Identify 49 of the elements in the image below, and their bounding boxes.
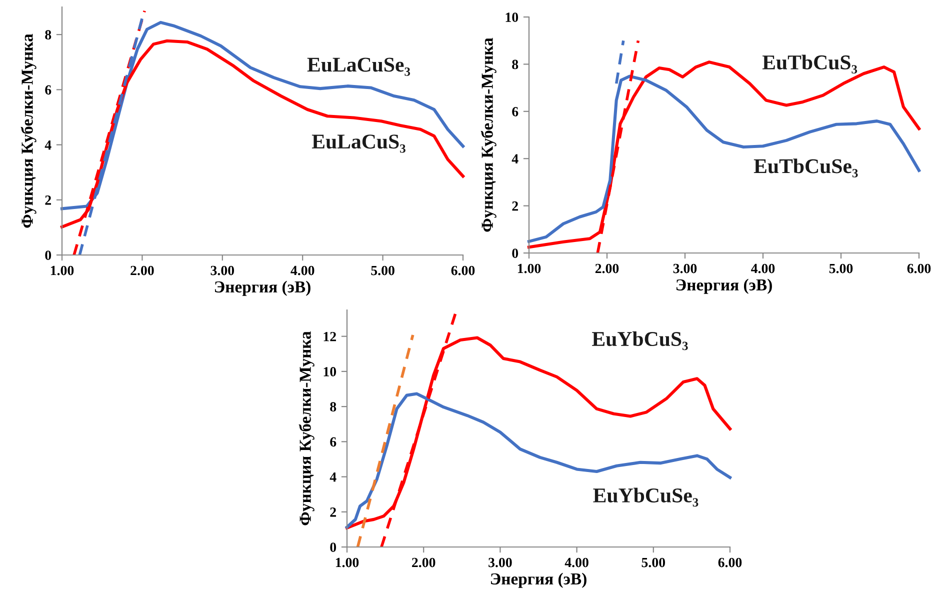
series-label: EuLaCuS₃ [312,134,406,153]
x-tick-label: 1.00 [336,558,359,568]
y-tick-label: 6 [330,437,336,447]
y-tick-label: 6 [512,107,518,116]
y-tick-label: 6 [45,85,52,95]
y-tick-label: 10 [324,367,336,376]
y-tick-label: 2 [512,201,518,211]
line-series [345,392,732,529]
x-tick-label: 4.00 [564,558,588,568]
y-tick-label: 2 [330,508,336,517]
x-tick-label: 3.00 [210,266,234,276]
y-tick-label: 10 [506,12,518,22]
x-tick-label: 3.00 [673,264,697,274]
x-tick-label: 4.00 [290,266,314,276]
series-label: EuYbCuS₃ [592,331,688,350]
x-tick-label: 5.00 [829,264,853,274]
series-label: EuTbCuSe₃ [754,158,858,178]
x-tick-label: 1.00 [518,264,541,274]
y-axis-title: Функция Кубелки-Мунка [480,38,496,232]
y-tick-label: 8 [512,60,518,70]
x-tick-label: 4.00 [751,264,775,274]
x-tick-label: 5.00 [642,558,666,568]
x-tick-label: 5.00 [371,266,394,276]
x-axis-title: Энергия (эВ) [676,278,772,294]
y-tick-label: 4 [512,154,518,164]
y-tick-label: 8 [45,30,52,40]
x-tick-label: 6.00 [718,558,742,568]
y-axis-title: Функция Кубелки-Мунка [298,331,314,526]
series-label: EuYbCuSe₃ [593,488,698,507]
y-axis-title: Функция Кубелки-Мунка [20,34,36,228]
x-tick-label: 1.00 [50,266,74,276]
y-tick-label: 4 [44,140,52,150]
y-tick-label: 0 [45,250,52,260]
x-axis-title: Энергия (эВ) [214,280,310,296]
x-tick-label: 2.00 [595,264,619,274]
x-tick-label: 2.00 [130,266,154,276]
x-tick-label: 6.00 [451,266,475,276]
y-tick-label: 0 [330,542,336,552]
y-tick-label: 0 [512,248,518,258]
series-label: EuTbCuS₃ [762,54,858,74]
x-tick-label: 6.00 [907,264,931,274]
series-label: EuLaCuSe₃ [307,58,410,76]
y-tick-label: 2 [45,196,51,205]
y-tick-label: 8 [330,402,336,412]
x-axis-title: Энергия (эВ) [490,572,586,588]
y-tick-label: 4 [330,472,336,482]
x-tick-label: 2.00 [412,558,436,568]
y-tick-label: 12 [324,332,336,342]
x-tick-label: 3.00 [488,558,512,568]
